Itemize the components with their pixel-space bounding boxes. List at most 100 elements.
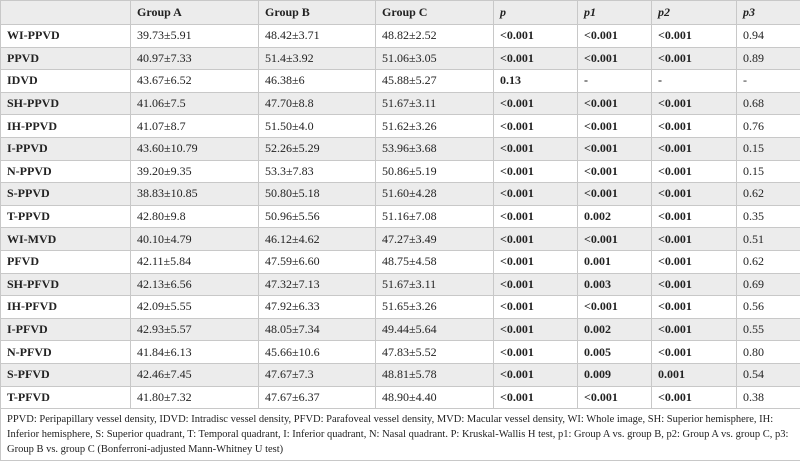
cell: 41.07±8.7 <box>130 114 259 138</box>
row-label: S-PPVD <box>0 182 131 206</box>
footnote-row: PPVD: Peripapillary vessel density, IDVD… <box>0 408 800 462</box>
cell: 39.73±5.91 <box>130 24 259 48</box>
cell: 38.83±10.85 <box>130 182 259 206</box>
cell: 0.15 <box>736 136 800 161</box>
cell: <0.001 <box>651 159 737 184</box>
row-label: WI-MVD <box>0 227 131 251</box>
table-row: SH-PPVD 41.06±7.5 47.70±8.8 51.67±3.11 <0.00… <box>0 91 800 116</box>
cell: <0.001 <box>577 159 652 184</box>
cell: <0.001 <box>577 91 652 116</box>
cell: <0.001 <box>493 340 578 364</box>
cell: 51.50±4.0 <box>258 114 376 138</box>
cell: 39.20±9.35 <box>130 159 259 184</box>
cell: 48.90±4.40 <box>375 385 494 410</box>
header-cell: p <box>493 0 578 25</box>
row-label: PPVD <box>0 46 131 71</box>
cell: <0.001 <box>493 91 578 116</box>
cell: <0.001 <box>493 385 578 410</box>
cell: 48.42±3.71 <box>258 24 376 48</box>
cell: 51.67±3.11 <box>375 91 494 116</box>
table-row: N-PPVD 39.20±9.35 53.3±7.83 50.86±5.19 <0.00… <box>0 159 800 184</box>
cell: <0.001 <box>577 295 652 319</box>
row-label: I-PFVD <box>0 317 131 342</box>
cell: 0.54 <box>736 362 800 387</box>
cell: 42.46±7.45 <box>130 362 259 387</box>
table-row: WI-MVD 40.10±4.79 46.12±4.62 47.27±3.49 <0.0… <box>0 227 800 251</box>
cell: 53.96±3.68 <box>375 136 494 161</box>
cell: 0.80 <box>736 340 800 364</box>
cell: 47.67±6.37 <box>258 385 376 410</box>
cell: <0.001 <box>493 114 578 138</box>
cell: 51.06±3.05 <box>375 46 494 71</box>
table-row: T-PPVD 42.80±9.8 50.96±5.56 51.16±7.08 <0.00… <box>0 204 800 229</box>
cell: <0.001 <box>493 159 578 184</box>
cell: <0.001 <box>493 136 578 161</box>
cell: <0.001 <box>651 91 737 116</box>
cell: 47.27±3.49 <box>375 227 494 251</box>
cell: 47.92±6.33 <box>258 295 376 319</box>
table-row: WI-PPVD 39.73±5.91 48.42±3.71 48.82±2.52 <0.… <box>0 24 800 48</box>
cell: 46.12±4.62 <box>258 227 376 251</box>
cell: <0.001 <box>577 24 652 48</box>
cell: 0.13 <box>493 69 578 93</box>
table-row: IDVD 43.67±6.52 46.38±6 45.88±5.27 0.13- - - <box>0 69 800 93</box>
cell: 47.59±6.60 <box>258 249 376 274</box>
cell: 42.09±5.55 <box>130 295 259 319</box>
cell: <0.001 <box>651 340 737 364</box>
cell: 47.70±8.8 <box>258 91 376 116</box>
cell: 0.001 <box>651 362 737 387</box>
cell: 43.67±6.52 <box>130 69 259 93</box>
cell: <0.001 <box>651 136 737 161</box>
cell: <0.001 <box>651 114 737 138</box>
cell: <0.001 <box>651 317 737 342</box>
cell: <0.001 <box>493 182 578 206</box>
table-row: I-PFVD 42.93±5.57 48.05±7.34 49.44±5.64 <0.0… <box>0 317 800 342</box>
cell: <0.001 <box>577 182 652 206</box>
cell: 47.67±7.3 <box>258 362 376 387</box>
cell: <0.001 <box>493 317 578 342</box>
cell: <0.001 <box>493 295 578 319</box>
cell: 0.005 <box>577 340 652 364</box>
cell: 50.80±5.18 <box>258 182 376 206</box>
cell: <0.001 <box>651 24 737 48</box>
cell: 49.44±5.64 <box>375 317 494 342</box>
row-label: S-PFVD <box>0 362 131 387</box>
cell: 0.62 <box>736 182 800 206</box>
cell: 41.06±7.5 <box>130 91 259 116</box>
cell: 42.13±6.56 <box>130 272 259 297</box>
table-row: N-PFVD 41.84±6.13 45.66±10.6 47.83±5.52 <0.0… <box>0 340 800 364</box>
cell: 0.009 <box>577 362 652 387</box>
cell: <0.001 <box>577 227 652 251</box>
cell: 0.69 <box>736 272 800 297</box>
row-label: T-PFVD <box>0 385 131 410</box>
cell: 51.60±4.28 <box>375 182 494 206</box>
row-label: N-PPVD <box>0 159 131 184</box>
cell: 0.35 <box>736 204 800 229</box>
cell: 0.002 <box>577 204 652 229</box>
cell: <0.001 <box>651 385 737 410</box>
cell: <0.001 <box>651 295 737 319</box>
table-row: S-PPVD 38.83±10.85 50.80±5.18 51.60±4.28 <0.… <box>0 182 800 206</box>
cell: 47.83±5.52 <box>375 340 494 364</box>
cell: - <box>736 69 800 93</box>
cell: <0.001 <box>577 385 652 410</box>
row-label: I-PPVD <box>0 136 131 161</box>
cell: <0.001 <box>577 136 652 161</box>
cell: <0.001 <box>493 46 578 71</box>
row-label: IH-PPVD <box>0 114 131 138</box>
footnote: PPVD: Peripapillary vessel density, IDVD… <box>0 408 800 462</box>
cell: 48.81±5.78 <box>375 362 494 387</box>
header-cell: p1 <box>577 0 652 25</box>
cell: 48.05±7.34 <box>258 317 376 342</box>
table-row: IH-PPVD 41.07±8.7 51.50±4.0 51.62±3.26 <0.00… <box>0 114 800 138</box>
row-label: SH-PFVD <box>0 272 131 297</box>
cell: 50.86±5.19 <box>375 159 494 184</box>
table-row: T-PFVD 41.80±7.32 47.67±6.37 48.90±4.40 <0.0… <box>0 385 800 410</box>
cell: 40.10±4.79 <box>130 227 259 251</box>
cell: <0.001 <box>493 362 578 387</box>
header-cell: Group C <box>375 0 494 25</box>
header-cell: p3 <box>736 0 800 25</box>
